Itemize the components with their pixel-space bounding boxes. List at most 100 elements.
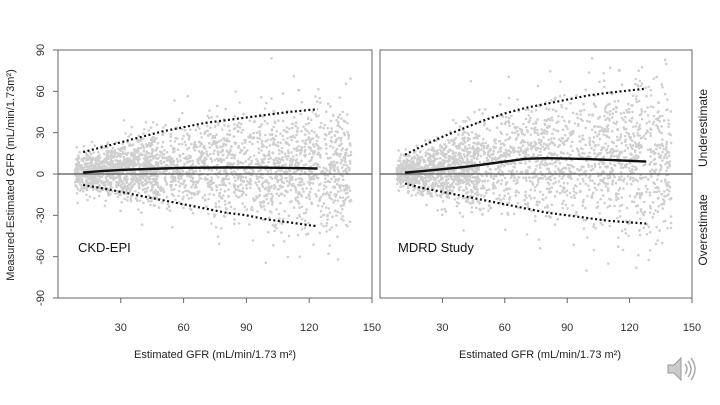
scatter-point [620,196,623,199]
scatter-point [648,194,652,197]
scatter-point [562,181,566,185]
scatter-point [249,133,252,136]
scatter-point [577,150,580,153]
scatter-point [198,190,201,194]
scatter-point [519,161,523,165]
scatter-point [581,119,584,122]
scatter-point [233,115,236,118]
scatter-point [125,165,129,169]
scatter-point [436,157,439,161]
scatter-point [316,144,320,148]
scatter-point [323,137,327,141]
right-scatter-points [395,57,673,272]
scatter-point [279,158,283,161]
scatter-point [534,108,538,112]
scatter-point [275,192,279,196]
scatter-point [270,97,273,100]
scatter-point [329,167,333,171]
scatter-point [545,177,548,181]
scatter-point [315,195,319,198]
scatter-point [119,193,122,196]
scatter-point [116,165,120,169]
scatter-point [649,206,652,210]
scatter-point [132,157,136,161]
scatter-point [133,182,136,185]
scatter-point [582,219,586,222]
scatter-point [486,165,490,168]
scatter-point [220,197,224,200]
scatter-point [518,153,521,157]
scatter-point [316,100,319,103]
scatter-point [141,137,145,140]
scatter-point [453,174,456,178]
scatter-point [276,188,280,191]
scatter-point [338,125,342,129]
scatter-point [212,193,216,196]
scatter-point [138,163,142,167]
scatter-point [219,151,222,154]
scatter-point [481,184,485,188]
scatter-point [130,185,134,188]
scatter-point [94,161,97,165]
scatter-point [508,169,511,173]
scatter-point [460,178,464,182]
scatter-point [238,189,242,193]
scatter-point [622,187,625,190]
scatter-point [332,201,335,204]
scatter-point [336,210,340,214]
scatter-point [274,134,278,138]
scatter-point [155,171,158,174]
scatter-point [257,194,261,197]
scatter-point [174,198,177,202]
scatter-point [612,121,615,125]
scatter-point [328,196,332,200]
scatter-point [263,208,267,211]
scatter-point [181,197,184,201]
scatter-point [565,107,568,110]
scatter-point [553,177,556,180]
scatter-point [324,193,328,196]
scatter-point [216,123,220,126]
scatter-point [347,137,350,140]
scatter-point [233,123,236,126]
scatter-point [225,156,229,159]
scatter-point [147,194,150,197]
scatter-point [289,164,292,167]
scatter-point [272,187,276,190]
scatter-point [649,148,653,151]
scatter-point [304,219,307,222]
scatter-point [590,128,594,132]
scatter-point [281,156,284,159]
scatter-point [215,157,219,161]
scatter-point [335,193,338,196]
scatter-point [314,142,318,146]
scatter-point [634,165,637,169]
scatter-point [173,164,177,167]
scatter-point [129,195,133,198]
scatter-point [516,98,519,101]
scatter-point [329,105,332,108]
scatter-point [656,178,659,181]
scatter-point [473,176,476,179]
scatter-point [566,137,570,140]
scatter-point [514,194,517,197]
scatter-point [294,188,298,192]
scatter-point [281,180,284,184]
scatter-point [173,178,177,181]
scatter-point [304,139,308,142]
scatter-point [539,177,542,180]
scatter-point [667,125,670,129]
scatter-point [335,161,339,164]
scatter-point [652,105,655,109]
scatter-point [267,150,271,153]
scatter-point [644,137,647,141]
scatter-point [248,140,251,144]
scatter-point [295,158,299,161]
scatter-point [554,180,558,184]
scatter-point [219,145,222,148]
scatter-point [533,196,536,200]
scatter-point [191,159,194,163]
scatter-point [138,158,141,161]
scatter-point [342,131,346,135]
